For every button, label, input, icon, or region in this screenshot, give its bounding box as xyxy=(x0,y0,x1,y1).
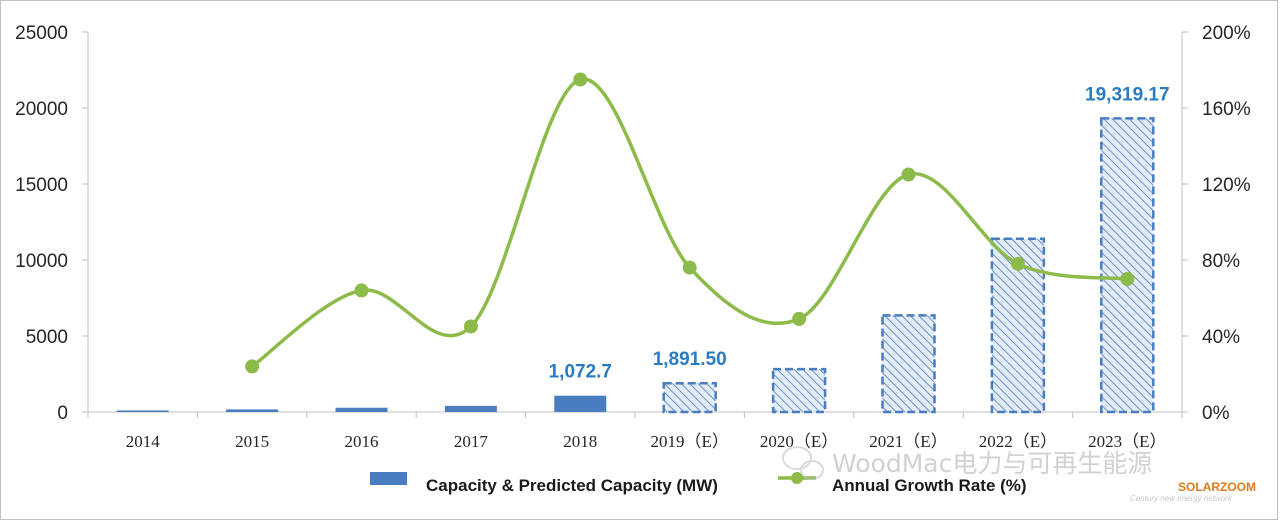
data-label: 19,319.17 xyxy=(1085,84,1170,105)
x-tick-label: 2023（E） xyxy=(1088,432,1166,451)
data-label: 1,072.7 xyxy=(549,362,612,383)
watermark-text: WoodMac电力与可再生能源 xyxy=(832,449,1152,478)
y-tick-label-left: 25000 xyxy=(15,23,68,44)
y-tick-label-left: 10000 xyxy=(15,251,68,272)
line-series xyxy=(245,72,1135,374)
growth-rate-point xyxy=(354,283,369,298)
data-labels: 1,072.7 1,891.50 19,319.17 xyxy=(549,84,1170,382)
y-tick-label-left: 20000 xyxy=(15,99,68,120)
y-tick-label-right: 40% xyxy=(1202,327,1240,348)
bar xyxy=(444,405,497,412)
growth-rate-line xyxy=(251,77,1128,368)
growth-rate-point xyxy=(245,359,260,374)
legend-swatch-marker xyxy=(791,472,803,484)
x-tick-label: 2022（E） xyxy=(979,432,1057,451)
growth-rate-point xyxy=(682,260,697,275)
bar xyxy=(554,395,607,412)
growth-rate-point xyxy=(792,311,807,326)
bar-estimated xyxy=(1100,117,1155,414)
bar-estimated xyxy=(771,367,827,414)
data-label: 1,891.50 xyxy=(653,349,727,370)
y-tick-label-right: 80% xyxy=(1202,251,1240,272)
x-tick-label: 2017 xyxy=(454,432,489,451)
y-tick-label-left: 0 xyxy=(57,403,68,424)
x-tick-label: 2021（E） xyxy=(869,432,947,451)
bar-estimated xyxy=(662,381,717,414)
x-tick-label: 2016 xyxy=(345,432,379,451)
bar xyxy=(116,410,169,412)
bar xyxy=(335,407,388,412)
axes: 0 5000 10000 15000 20000 25000 0% 40% 80% 120% 160… xyxy=(15,23,1251,451)
legend-swatch-bar xyxy=(370,472,407,485)
y-tick-label-right: 0% xyxy=(1202,403,1230,424)
y-tick-label-left: 5000 xyxy=(26,327,68,348)
y-tick-label-left: 15000 xyxy=(15,175,68,196)
watermark-brand: SOLARZOOM xyxy=(1178,480,1256,494)
x-tick-label: 2019（E） xyxy=(651,432,729,451)
legend: Capacity & Predicted Capacity (MW) Annual… xyxy=(370,472,1027,495)
legend-label-bar: Capacity & Predicted Capacity (MW) xyxy=(426,476,718,495)
growth-rate-point xyxy=(463,319,478,334)
growth-rate-point xyxy=(573,72,588,87)
wechat-bubble-large xyxy=(782,446,812,470)
x-tick-label: 2015 xyxy=(235,432,269,451)
watermark-sub: Century new energy network xyxy=(1130,494,1233,503)
y-tick-label-right: 160% xyxy=(1202,99,1251,120)
bar-estimated xyxy=(881,314,936,414)
bar xyxy=(226,409,279,412)
y-tick-label-right: 120% xyxy=(1202,175,1251,196)
x-tick-label: 2020（E） xyxy=(760,432,838,451)
x-tick-label: 2014 xyxy=(126,432,161,451)
wechat-bubble-small xyxy=(800,460,824,480)
growth-rate-point xyxy=(901,167,916,182)
bar-series xyxy=(116,117,1155,414)
y-tick-label-right: 200% xyxy=(1202,23,1251,44)
x-tick-label: 2018 xyxy=(563,432,597,451)
growth-rate-point xyxy=(1010,256,1025,271)
growth-rate-point xyxy=(1120,272,1135,286)
legend-label-line: Annual Growth Rate (%) xyxy=(832,476,1027,495)
wechat-icon xyxy=(782,446,824,480)
